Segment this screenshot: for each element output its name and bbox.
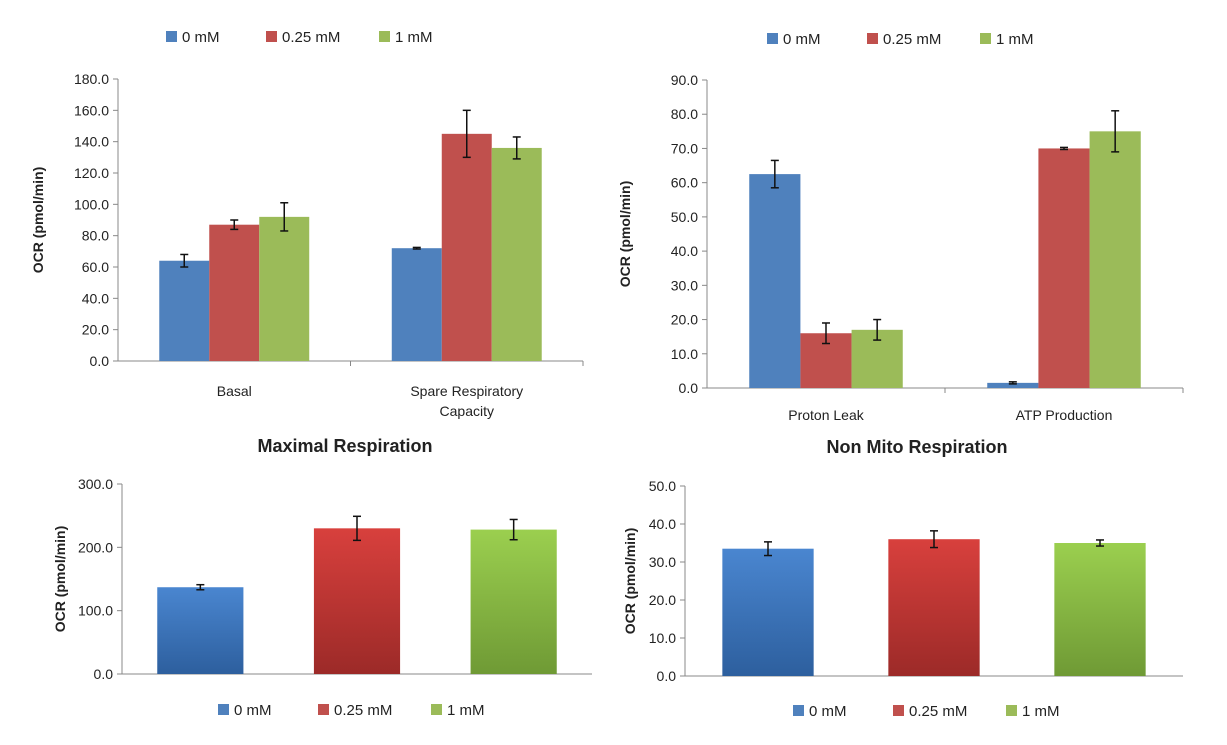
y-tick-label: 50.0 (649, 478, 676, 494)
legend-swatch-0 (793, 705, 804, 716)
y-tick-label: 80.0 (82, 228, 109, 244)
y-tick-label: 20.0 (82, 322, 109, 338)
legend-swatch-1 (893, 705, 904, 716)
x-category-label: ATP Production (1016, 407, 1113, 423)
legend-label-2: 1 mM (447, 702, 485, 719)
bar-025mM-cat0 (209, 224, 260, 361)
chart-leak-atp: 0 mM 0.25 mM 1 mM 0.0 10.0 20.0 30.0 40.0 50.0 60… (617, 31, 1184, 423)
y-tick-label: 40.0 (82, 290, 109, 306)
legend-swatch-2 (431, 704, 442, 715)
legend-swatch-1 (867, 33, 878, 44)
y-axis-label: OCR (pmol/min) (622, 528, 638, 635)
bar-0mM (722, 548, 814, 676)
bar-1mM-cat1 (1089, 131, 1141, 389)
legend-label-1: 0.25 mM (909, 703, 967, 720)
bar-025mM-cat1 (1038, 148, 1090, 388)
y-tick-label: 0.0 (90, 353, 110, 369)
x-category-label: Capacity (440, 403, 494, 419)
legend-label-2: 1 mM (996, 31, 1034, 48)
legend-swatch-0 (218, 704, 229, 715)
legend-swatch-2 (1006, 705, 1017, 716)
bar-025mM-cat1 (441, 133, 492, 361)
y-tick-label: 50.0 (671, 209, 698, 225)
x-category-label: Proton Leak (788, 407, 864, 423)
bar-1mM-cat1 (491, 147, 542, 361)
y-tick-label: 200.0 (78, 539, 113, 555)
y-tick-label: 300.0 (78, 476, 113, 492)
legend-label-2: 1 mM (1022, 703, 1060, 720)
y-tick-label: 40.0 (649, 516, 676, 532)
legend-label-1: 0.25 mM (883, 31, 941, 48)
y-tick-label: 40.0 (671, 243, 698, 259)
legend-swatch-1 (318, 704, 329, 715)
y-tick-label: 20.0 (649, 592, 676, 608)
chart-basal-spare: 0 mM 0.25 mM 1 mM 0.0 20.0 40.0 60.0 80.0 100.0 1… (30, 29, 584, 419)
bar-0mM (157, 587, 244, 674)
x-category-label: Basal (217, 383, 252, 399)
y-axis-label: OCR (pmol/min) (30, 167, 46, 274)
legend-label-0: 0 mM (783, 31, 821, 48)
y-axis-label: OCR (pmol/min) (617, 181, 633, 288)
legend-label-2: 1 mM (395, 29, 433, 46)
bar-0mM-cat1 (391, 248, 442, 361)
y-axis-label: OCR (pmol/min) (52, 526, 68, 633)
y-tick-label: 10.0 (671, 346, 698, 362)
y-tick-label: 30.0 (649, 554, 676, 570)
bar-1mM (1054, 543, 1146, 676)
y-tick-label: 120.0 (74, 165, 109, 181)
y-tick-label: 20.0 (671, 312, 698, 328)
y-tick-label: 60.0 (671, 175, 698, 191)
chart-maximal: Maximal Respiration 0 mM 0.25 mM 1 mM 0.0 100… (52, 436, 592, 719)
y-tick-label: 140.0 (74, 134, 109, 150)
y-tick-label: 0.0 (94, 666, 114, 682)
x-category-label: Spare Respiratory (410, 383, 523, 399)
y-tick-label: 80.0 (671, 106, 698, 122)
y-tick-label: 10.0 (649, 630, 676, 646)
legend-swatch-0 (166, 31, 177, 42)
chart-title: Maximal Respiration (257, 436, 432, 456)
bar-0mM-cat0 (159, 260, 210, 361)
legend-label-0: 0 mM (809, 703, 847, 720)
y-tick-label: 30.0 (671, 277, 698, 293)
legend-label-1: 0.25 mM (282, 29, 340, 46)
y-tick-label: 100.0 (78, 603, 113, 619)
bar-025mM (888, 539, 980, 676)
y-tick-label: 60.0 (82, 259, 109, 275)
bar-1mM (470, 529, 557, 674)
y-tick-label: 70.0 (671, 140, 698, 156)
chart-nonmito: Non Mito Respiration 0 mM 0.25 mM 1 mM 0.0 10… (622, 437, 1183, 720)
bar-025mM (313, 528, 401, 674)
y-tick-label: 160.0 (74, 102, 109, 118)
chart-title: Non Mito Respiration (827, 437, 1008, 457)
y-tick-label: 180.0 (74, 71, 109, 87)
legend-swatch-0 (767, 33, 778, 44)
bar-1mM-cat0 (259, 216, 310, 361)
legend-label-0: 0 mM (182, 29, 220, 46)
y-tick-label: 100.0 (74, 196, 109, 212)
bar-0mM-cat1 (987, 382, 1039, 388)
y-tick-label: 0.0 (657, 668, 677, 684)
bar-0mM-cat0 (749, 174, 801, 388)
legend-swatch-2 (379, 31, 390, 42)
legend-swatch-2 (980, 33, 991, 44)
y-tick-label: 90.0 (671, 72, 698, 88)
legend-swatch-1 (266, 31, 277, 42)
y-tick-label: 0.0 (679, 380, 699, 396)
legend-label-0: 0 mM (234, 702, 272, 719)
legend-label-1: 0.25 mM (334, 702, 392, 719)
